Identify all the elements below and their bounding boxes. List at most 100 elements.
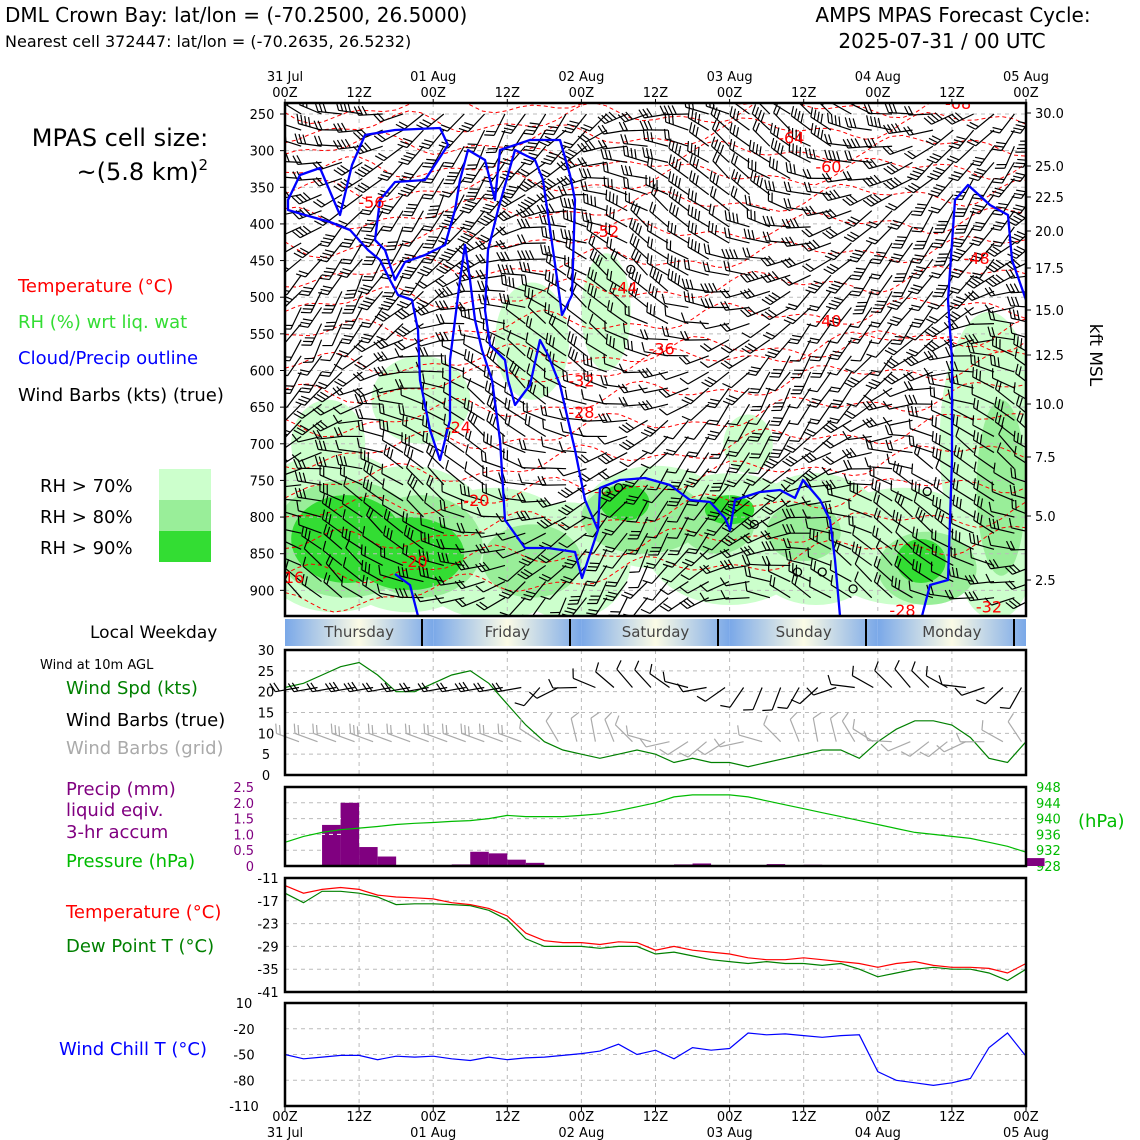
wind-barb (1004, 580, 1026, 590)
wind-barb (1010, 467, 1026, 486)
wind-barb (712, 151, 730, 179)
precip-y-tick-3: 1.5 (233, 813, 254, 828)
surface-barb-grid (955, 732, 985, 743)
wind-barb (862, 193, 893, 207)
hpa-tick-label-7: 600 (250, 364, 275, 379)
wind-barb (624, 304, 648, 325)
bottom-time-tick-4: 00Z (569, 1110, 595, 1125)
wind-barb (882, 145, 913, 156)
wind-panel: 0 5 10 15 20 25 30 (258, 644, 1028, 784)
wind-barb (908, 290, 934, 312)
wind-barb (700, 282, 730, 294)
wind-barb (285, 452, 302, 466)
wind-barb (464, 461, 485, 486)
wind-barb (426, 442, 445, 470)
wind-barb (383, 444, 404, 470)
wind-barb (768, 156, 791, 180)
wind-barb (586, 219, 608, 244)
wind-barb (706, 403, 730, 426)
wind-barb (542, 418, 567, 438)
wind-barb (801, 239, 832, 252)
wind-barb (507, 330, 526, 357)
kft-tick-label-9: 5.0 (1035, 510, 1056, 525)
wind-barb (374, 306, 404, 322)
wind-barb (426, 474, 445, 502)
surface-barb-true (806, 686, 837, 696)
wind-barb (720, 589, 750, 600)
wind-barb (667, 220, 689, 244)
wind-barb (807, 290, 832, 312)
wind-barb (868, 323, 893, 345)
wind-barb (744, 194, 771, 212)
wind-barb (285, 258, 302, 275)
top-time-tick-6: 00Z (717, 86, 743, 101)
wind-barb (540, 436, 567, 454)
wind-barb (830, 575, 852, 599)
wind-barb (360, 448, 383, 470)
wind-barb (626, 500, 649, 523)
wind-barb (605, 565, 628, 587)
wind-barb (517, 250, 546, 261)
wind-barb (993, 462, 1015, 486)
wind-barb (638, 399, 669, 411)
wind-barb (606, 268, 628, 292)
wind-barb (621, 581, 649, 599)
wind-barb (577, 129, 608, 143)
wind-barb (781, 218, 811, 229)
wind-barb (952, 494, 974, 518)
wind-barb (844, 117, 872, 131)
wind-barb (950, 546, 974, 566)
wind-barb (463, 348, 485, 373)
pressure-y-tick-5: 948 (1036, 781, 1061, 796)
wind-barb (925, 307, 954, 324)
wind-barb (806, 387, 832, 408)
wind-barb (760, 516, 791, 528)
wind-barb (965, 274, 995, 289)
wind-barb (295, 258, 322, 278)
wind-barb (964, 290, 995, 302)
wind-barb (1005, 268, 1026, 279)
wind-barb (582, 354, 608, 373)
wind-barb (985, 258, 1015, 273)
wind-barb (460, 306, 485, 325)
top-time-tick-1: 12Z (346, 86, 372, 101)
legend-wind-speed: Wind Spd (kts) (66, 678, 198, 699)
wind-barb (823, 258, 852, 275)
wind-barb (567, 331, 587, 357)
wind-barb (966, 129, 995, 147)
wind-barb (373, 366, 404, 377)
wind-barb (558, 500, 587, 516)
wind-barb (948, 161, 975, 182)
wind-barb (883, 371, 913, 385)
wind-barb (809, 576, 832, 599)
wind-barb (666, 253, 689, 276)
wind-barb (442, 367, 465, 389)
wind-barb (720, 355, 750, 369)
wind-barb (1013, 430, 1026, 454)
wind-barb (301, 525, 322, 550)
wind-barb (991, 481, 1015, 502)
wind-barb (964, 590, 995, 602)
wind-barb (822, 419, 852, 434)
wind-barb (844, 210, 873, 227)
wind-barb (302, 339, 323, 364)
wind-barb (323, 307, 343, 331)
wind-barb (926, 373, 954, 389)
wind-barb (783, 436, 812, 453)
surface-barb-true (762, 687, 782, 712)
wind-barb (475, 581, 506, 593)
top-time-tick-5: 12Z (643, 86, 669, 101)
surface-barb-true (743, 687, 763, 711)
wind-barb (605, 222, 628, 244)
wind-panel-frame (283, 648, 1028, 777)
hpa-tick-label-0: 250 (250, 108, 275, 123)
wind-barb (686, 532, 710, 555)
forecast-cycle-date: 2025-07-31 / 00 UTC (838, 29, 1045, 53)
cell-size-label: MPAS cell size: (32, 124, 208, 152)
wind-barb (821, 466, 852, 476)
cloud-outline-3 (394, 573, 420, 616)
wind-barb (623, 484, 649, 505)
wind-barb (617, 383, 648, 394)
wind-barb (987, 326, 1015, 341)
